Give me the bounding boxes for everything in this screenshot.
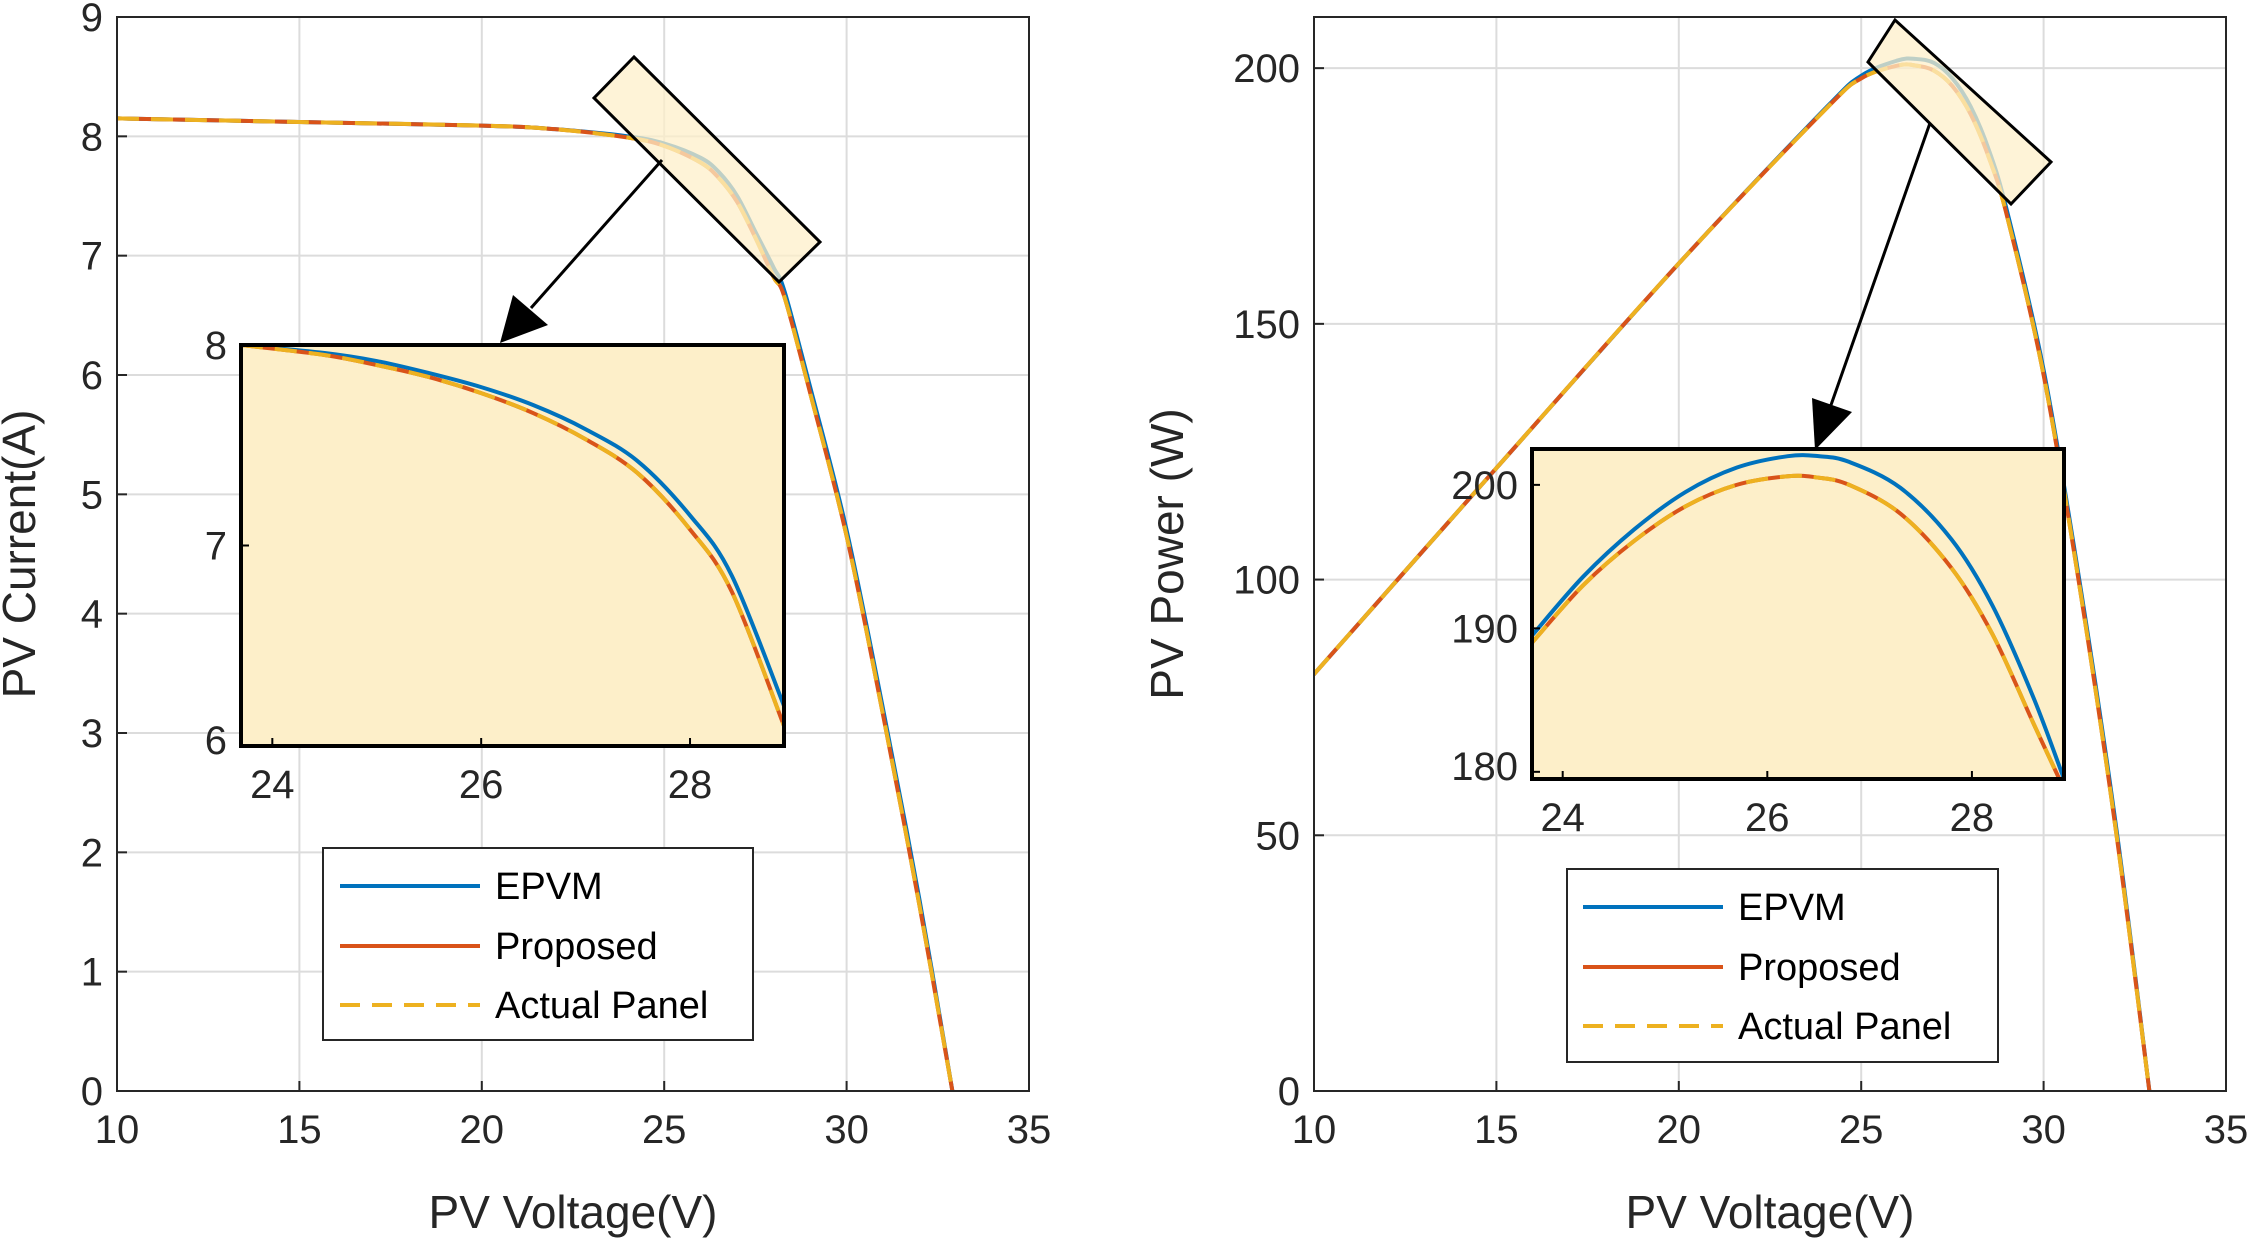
left-x-tick-label-20: 20 (460, 1108, 505, 1152)
right-x-tick-label-25: 25 (1839, 1108, 1884, 1152)
right-inset-y-tick-label-190: 190 (1451, 607, 1518, 651)
left-y-tick-label-9: 9 (81, 0, 103, 40)
left-legend-label-epvm: EPVM (495, 866, 603, 908)
right-y-tick-label-150: 150 (1233, 303, 1300, 347)
left-inset-y-tick-label-8: 8 (205, 324, 227, 368)
left-zoom-arrowhead (500, 295, 548, 343)
right-y-tick-label-100: 100 (1233, 559, 1300, 603)
left-y-tick-label-6: 6 (81, 354, 103, 398)
left-x-tick-label-35: 35 (1007, 1108, 1052, 1152)
right-x-tick-label-15: 15 (1474, 1108, 1519, 1152)
left-y-tick-label-7: 7 (81, 235, 103, 279)
left-y-tick-label-8: 8 (81, 115, 103, 159)
left-x-tick-label-15: 15 (277, 1108, 322, 1152)
left-inset: 24 26 28 6 7 8 (205, 324, 786, 807)
right-inset-y-ticks: 180 190 200 (1451, 464, 1540, 789)
left-y-tick-label-3: 3 (81, 712, 103, 756)
left-inset-line-actual (241, 345, 784, 727)
left-legend-label-proposed: Proposed (495, 926, 658, 968)
left-inset-x-ticks: 24 26 28 (250, 738, 712, 807)
left-y-ticks: 0 1 2 3 4 5 6 7 8 9 (81, 0, 127, 1114)
right-x-tick-label-30: 30 (2021, 1108, 2066, 1152)
left-inset-line-epvm (241, 345, 784, 708)
left-y-tick-label-2: 2 (81, 831, 103, 875)
right-y-tick-label-0: 0 (1278, 1070, 1300, 1114)
right-y-ticks: 0 50 100 150 200 (1233, 47, 1324, 1114)
left-y-tick-label-4: 4 (81, 593, 103, 637)
left-y-tick-label-5: 5 (81, 473, 103, 517)
right-inset-y-tick-label-200: 200 (1451, 464, 1518, 508)
right-zoom-arrowhead (1812, 398, 1852, 450)
left-x-tick-label-10: 10 (95, 1108, 140, 1152)
right-x-axis-label: PV Voltage(V) (1626, 1186, 1915, 1238)
right-x-tick-label-35: 35 (2204, 1108, 2249, 1152)
left-legend-label-actual: Actual Panel (495, 985, 708, 1027)
right-inset-x-tick-label-26: 26 (1745, 796, 1790, 840)
right-zoom-highlight-box (1866, 17, 2054, 207)
right-legend: EPVM Proposed Actual Panel (1566, 868, 1999, 1063)
right-x-tick-label-20: 20 (1657, 1108, 1702, 1152)
right-inset-background (1532, 449, 2064, 779)
left-plot-frame (116, 16, 1030, 1092)
right-y-axis-label: PV Power (W) (1141, 408, 1193, 699)
right-inset-series (1532, 453, 2064, 779)
right-inset: 24 26 28 180 190 200 (1451, 447, 2066, 840)
right-y-tick-label-200: 200 (1233, 47, 1300, 91)
right-inset-line-epvm (1532, 453, 2064, 779)
right-legend-label-actual: Actual Panel (1738, 1006, 1951, 1048)
right-x-ticks: 10 15 20 25 30 35 (1292, 1081, 2249, 1152)
right-zoom-arrow (1829, 122, 1932, 406)
left-inset-y-tick-label-7: 7 (205, 525, 227, 569)
right-inset-x-ticks: 24 26 28 (1540, 771, 1994, 840)
right-plot-frame (1313, 16, 2227, 1092)
right-inset-line-actual (1532, 473, 2062, 779)
left-x-axis-label: PV Voltage(V) (429, 1186, 718, 1238)
left-y-axis-label: PV Current(A) (0, 410, 45, 699)
right-legend-label-epvm: EPVM (1738, 887, 1846, 929)
right-legend-label-proposed: Proposed (1738, 947, 1901, 989)
left-legend: EPVM Proposed Actual Panel (322, 847, 754, 1041)
right-inset-x-tick-label-24: 24 (1540, 796, 1585, 840)
right-x-tick-label-10: 10 (1292, 1108, 1337, 1152)
left-inset-series (241, 345, 784, 728)
right-inset-y-tick-label-180: 180 (1451, 745, 1518, 789)
left-zoom-arrow (529, 159, 664, 309)
left-inset-background (241, 345, 784, 746)
left-y-tick-label-0: 0 (81, 1070, 103, 1114)
left-inset-x-tick-label-28: 28 (668, 763, 713, 807)
right-inset-frame (1530, 447, 2066, 781)
left-inset-x-tick-label-26: 26 (459, 763, 504, 807)
left-inset-y-ticks: 6 7 8 (205, 324, 249, 763)
left-inset-y-tick-label-6: 6 (205, 719, 227, 763)
left-x-tick-label-30: 30 (824, 1108, 869, 1152)
left-inset-x-tick-label-24: 24 (250, 763, 295, 807)
left-x-tick-label-25: 25 (642, 1108, 687, 1152)
left-x-ticks: 10 15 20 25 30 35 (95, 1081, 1052, 1152)
left-zoom-region-box (591, 54, 823, 285)
right-y-tick-label-50: 50 (1256, 814, 1301, 858)
right-inset-x-tick-label-28: 28 (1950, 796, 1995, 840)
left-y-tick-label-1: 1 (81, 951, 103, 995)
left-chart: 10 15 20 25 30 35 0 1 2 3 4 5 6 7 8 9 PV Voltage(V) PV… (0, 0, 1051, 1238)
